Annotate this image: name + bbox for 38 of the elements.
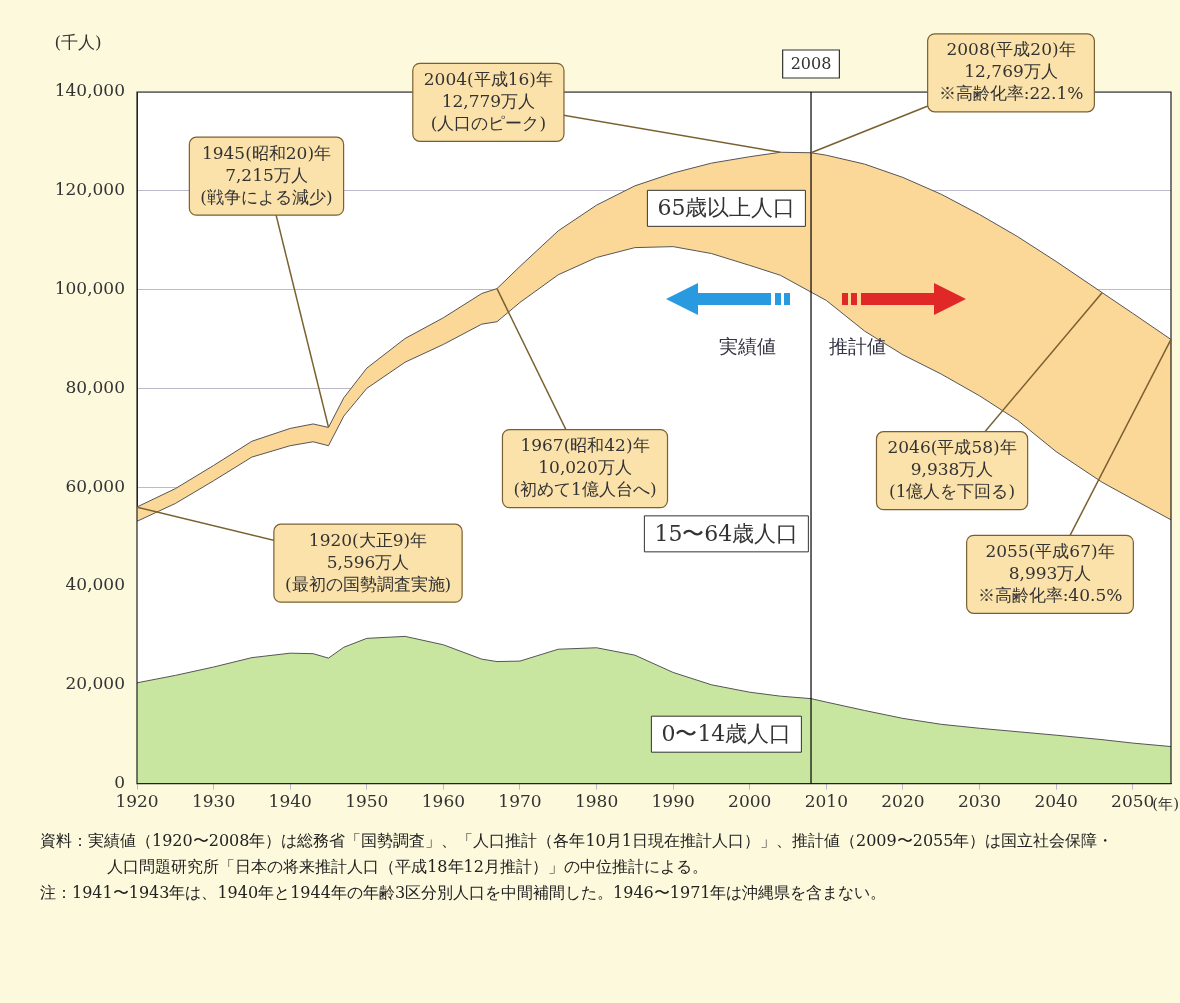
series-label: 65歳以上人口 (657, 195, 796, 221)
annotation: 2046(平成58)年 9,938万人 (1億人を下回る) (887, 437, 1017, 502)
x-tick-label: 2030 (957, 791, 1002, 812)
x-tick-label: 2020 (881, 791, 925, 812)
y-tick-label: 100,000 (54, 278, 125, 299)
series-label: 15〜64歳人口 (654, 520, 799, 546)
x-tick-label: 2010 (804, 791, 848, 812)
y-tick-label: 120,000 (54, 179, 125, 200)
x-tick-label: 1960 (421, 791, 465, 812)
y-tick-label: 80,000 (65, 376, 125, 397)
y-tick-label: 60,000 (65, 475, 125, 496)
text: 注：1941〜1943年は、1940年と1944年の年齢3区分別人口を中間補間した。1946〜1971年は沖縄県を含まない。 (40, 882, 888, 904)
x-tick-label: 1950 (345, 791, 389, 812)
x-tick-label: 1970 (498, 791, 542, 812)
x-tick-label: 1980 (574, 791, 619, 812)
text: 資料：実績値（1920〜2008年）は総務省「国勢調査」、「人口推計（各年10月1日現在推計人口）」、推計値（2009〜2055年）は国立社会保障・人口問題研究所「日本の将来推計人口（平成18年12月推計）」の中位推計による。 (40, 830, 1115, 878)
ref-line-label: 2008 (790, 54, 832, 74)
y-tick-label: 140,000 (54, 80, 125, 101)
annotation: 1967(昭和42)年 10,020万人 (初めて1億人台へ) (513, 435, 657, 500)
annotation: 推計値 (829, 334, 887, 357)
annotation: 2008(平成20)年 12,769万人 ※高齢化率:22.1% (938, 39, 1084, 104)
y-tick-label: 40,000 (65, 574, 125, 595)
annotation: 1920(大正9)年 5,596万人 (最初の国勢調査実施) (284, 529, 452, 594)
annotation: 1945(昭和20)年 7,215万人 (戦争による減少) (200, 142, 333, 207)
series-label: 0〜14歳人口 (661, 720, 792, 746)
annotation: 2055(平成67)年 8,993万人 ※高齢化率:40.5% (977, 540, 1123, 605)
y-tick-label: 0 (114, 772, 125, 793)
x-tick-label: 2000 (728, 791, 772, 812)
annotation: 実績値 (719, 334, 777, 357)
x-tick-label: 1920 (115, 791, 159, 812)
x-tick-label: 1940 (268, 791, 312, 812)
x-axis-title: (年) (1152, 795, 1179, 814)
x-tick-label: 1990 (651, 791, 695, 812)
annotation: 2004(平成16)年 12,779万人 (人口のピーク) (423, 68, 553, 133)
x-tick-label: 2040 (1034, 791, 1078, 812)
y-tick-label: 20,000 (65, 673, 125, 694)
x-tick-label: 1930 (191, 791, 236, 812)
y-axis-title: (千人) (54, 32, 102, 53)
